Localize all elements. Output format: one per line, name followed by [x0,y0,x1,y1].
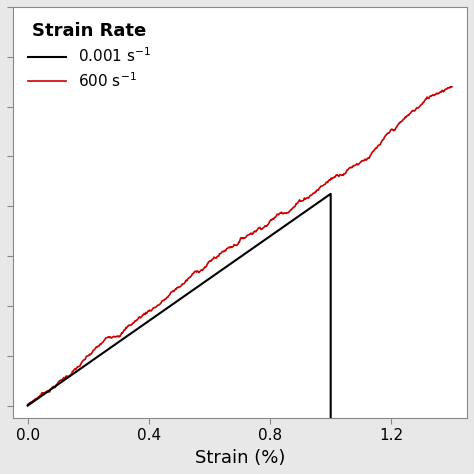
0.001 s$^{-1}$ [328,191,334,197]
600 s$^{-1}$ [449,84,455,90]
0.001 s$^{-1}$ [187,289,193,295]
X-axis label: Strain (%): Strain (%) [195,449,285,467]
600 s$^{-1}$ [303,195,309,201]
Legend: 0.001 s$^{-1}$, 600 s$^{-1}$: 0.001 s$^{-1}$, 600 s$^{-1}$ [20,15,159,98]
0.001 s$^{-1}$ [295,214,301,219]
Line: 600 s$^{-1}$: 600 s$^{-1}$ [27,87,452,404]
0.001 s$^{-1}$ [274,228,280,234]
0.001 s$^{-1}$ [25,403,30,409]
600 s$^{-1}$ [145,310,150,315]
600 s$^{-1}$ [159,298,164,304]
0.001 s$^{-1}$ [183,292,189,298]
0.001 s$^{-1}$ [328,415,334,421]
Line: 0.001 s$^{-1}$: 0.001 s$^{-1}$ [27,194,331,418]
600 s$^{-1}$ [355,162,361,168]
600 s$^{-1}$ [25,401,30,407]
0.001 s$^{-1}$ [63,376,68,382]
0.001 s$^{-1}$ [216,270,221,275]
600 s$^{-1}$ [128,322,134,328]
600 s$^{-1}$ [407,111,413,117]
